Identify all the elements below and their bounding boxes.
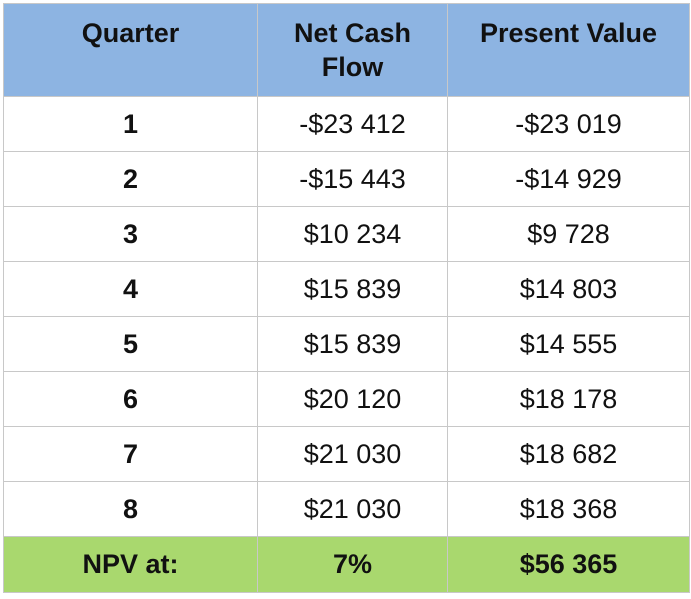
quarter-cell: 2	[3, 151, 258, 207]
header-row: Quarter Net Cash Flow Present Value	[3, 3, 690, 97]
present-value-cell: -$14 929	[447, 151, 690, 207]
quarter-cell: 1	[3, 96, 258, 152]
net-cash-flow-cell: $10 234	[257, 206, 448, 262]
present-value-cell: $18 368	[447, 481, 690, 537]
quarter-cell: 4	[3, 261, 258, 317]
npv-table: Quarter Net Cash Flow Present Value 1 -$…	[3, 3, 690, 593]
npv-summary-row: NPV at: 7% $56 365	[3, 536, 690, 593]
net-cash-flow-cell: $15 839	[257, 316, 448, 372]
quarter-cell: 8	[3, 481, 258, 537]
table-row: 7 $21 030 $18 682	[3, 426, 690, 482]
table-row: 6 $20 120 $18 178	[3, 371, 690, 427]
net-cash-flow-cell: $20 120	[257, 371, 448, 427]
header-present-value: Present Value	[447, 3, 690, 97]
table-footer: NPV at: 7% $56 365	[3, 536, 690, 593]
net-cash-flow-cell: $15 839	[257, 261, 448, 317]
discount-rate: 7%	[257, 536, 448, 593]
present-value-cell: $18 682	[447, 426, 690, 482]
present-value-cell: $9 728	[447, 206, 690, 262]
table-row: 5 $15 839 $14 555	[3, 316, 690, 372]
quarter-cell: 5	[3, 316, 258, 372]
present-value-cell: $14 803	[447, 261, 690, 317]
net-cash-flow-cell: $21 030	[257, 426, 448, 482]
net-cash-flow-cell: -$15 443	[257, 151, 448, 207]
table-body: 1 -$23 412 -$23 019 2 -$15 443 -$14 929 …	[3, 96, 690, 537]
table-row: 2 -$15 443 -$14 929	[3, 151, 690, 207]
present-value-cell: $18 178	[447, 371, 690, 427]
present-value-cell: -$23 019	[447, 96, 690, 152]
table-row: 4 $15 839 $14 803	[3, 261, 690, 317]
table-row: 3 $10 234 $9 728	[3, 206, 690, 262]
header-net-cash-flow: Net Cash Flow	[257, 3, 448, 97]
header-quarter: Quarter	[3, 3, 258, 97]
quarter-cell: 7	[3, 426, 258, 482]
net-cash-flow-cell: -$23 412	[257, 96, 448, 152]
table-header: Quarter Net Cash Flow Present Value	[3, 3, 690, 97]
quarter-cell: 3	[3, 206, 258, 262]
present-value-cell: $14 555	[447, 316, 690, 372]
quarter-cell: 6	[3, 371, 258, 427]
npv-label: NPV at:	[3, 536, 258, 593]
table-row: 1 -$23 412 -$23 019	[3, 96, 690, 152]
net-cash-flow-cell: $21 030	[257, 481, 448, 537]
table-row: 8 $21 030 $18 368	[3, 481, 690, 537]
npv-value: $56 365	[447, 536, 690, 593]
